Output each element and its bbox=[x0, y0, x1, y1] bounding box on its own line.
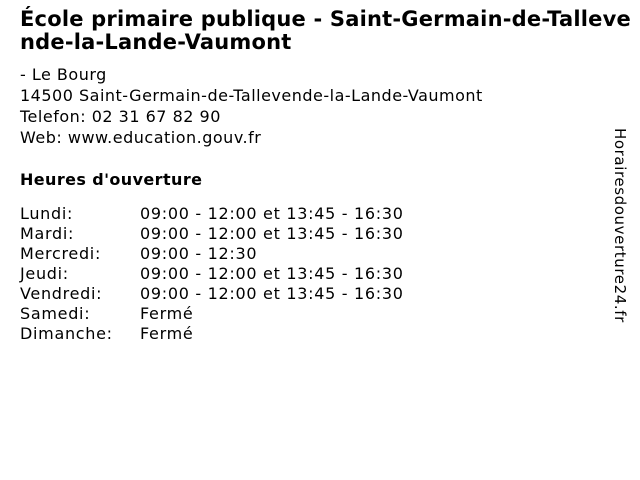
hours-row-friday: Vendredi: 09:00 - 12:00 et 13:45 - 16:30 bbox=[20, 284, 632, 304]
day-label: Jeudi: bbox=[20, 264, 69, 283]
hours-value: Fermé bbox=[140, 304, 194, 323]
day-label: Mercredi: bbox=[20, 244, 102, 263]
page-title: École primaire publique - Saint-Germain-… bbox=[20, 7, 631, 54]
hours-table: Lundi: 09:00 - 12:00 et 13:45 - 16:30 Ma… bbox=[20, 204, 632, 344]
day-label: Samedi: bbox=[20, 304, 91, 323]
day-label: Lundi: bbox=[20, 204, 74, 223]
page-content: École primaire publique - Saint-Germain-… bbox=[20, 8, 632, 344]
hours-value: 09:00 - 12:00 et 13:45 - 16:30 bbox=[140, 284, 404, 303]
hours-value: 09:00 - 12:00 et 13:45 - 16:30 bbox=[140, 204, 404, 223]
phone-value: 02 31 67 82 90 bbox=[91, 107, 221, 126]
day-label: Dimanche: bbox=[20, 324, 113, 343]
hours-row-sunday: Dimanche: Fermé bbox=[20, 324, 632, 344]
web-label: Web: bbox=[20, 128, 63, 147]
web-link[interactable]: www.education.gouv.fr bbox=[67, 128, 262, 147]
hours-row-monday: Lundi: 09:00 - 12:00 et 13:45 - 16:30 bbox=[20, 204, 632, 224]
hours-row-thursday: Jeudi: 09:00 - 12:00 et 13:45 - 16:30 bbox=[20, 264, 632, 284]
phone-label: Telefon: bbox=[20, 107, 87, 126]
day-label: Vendredi: bbox=[20, 284, 103, 303]
web-line: Web: www.education.gouv.fr bbox=[20, 127, 632, 148]
address-street: - Le Bourg bbox=[20, 65, 107, 84]
hours-value: 09:00 - 12:00 et 13:45 - 16:30 bbox=[140, 224, 404, 243]
hours-row-wednesday: Mercredi: 09:00 - 12:30 bbox=[20, 244, 632, 264]
contact-block: - Le Bourg 14500 Saint-Germain-de-Tallev… bbox=[20, 64, 632, 148]
phone-line: Telefon: 02 31 67 82 90 bbox=[20, 106, 632, 127]
hours-row-saturday: Samedi: Fermé bbox=[20, 304, 632, 324]
hours-value: Fermé bbox=[140, 324, 194, 343]
hours-row-tuesday: Mardi: 09:00 - 12:00 et 13:45 - 16:30 bbox=[20, 224, 632, 244]
address-city: 14500 Saint-Germain-de-Tallevende-la-Lan… bbox=[20, 86, 483, 105]
watermark-site-label: Horairesdouverture24.fr bbox=[611, 128, 629, 323]
hours-value: 09:00 - 12:30 bbox=[140, 244, 258, 263]
hours-value: 09:00 - 12:00 et 13:45 - 16:30 bbox=[140, 264, 404, 283]
hours-heading: Heures d'ouverture bbox=[20, 170, 203, 189]
day-label: Mardi: bbox=[20, 224, 75, 243]
